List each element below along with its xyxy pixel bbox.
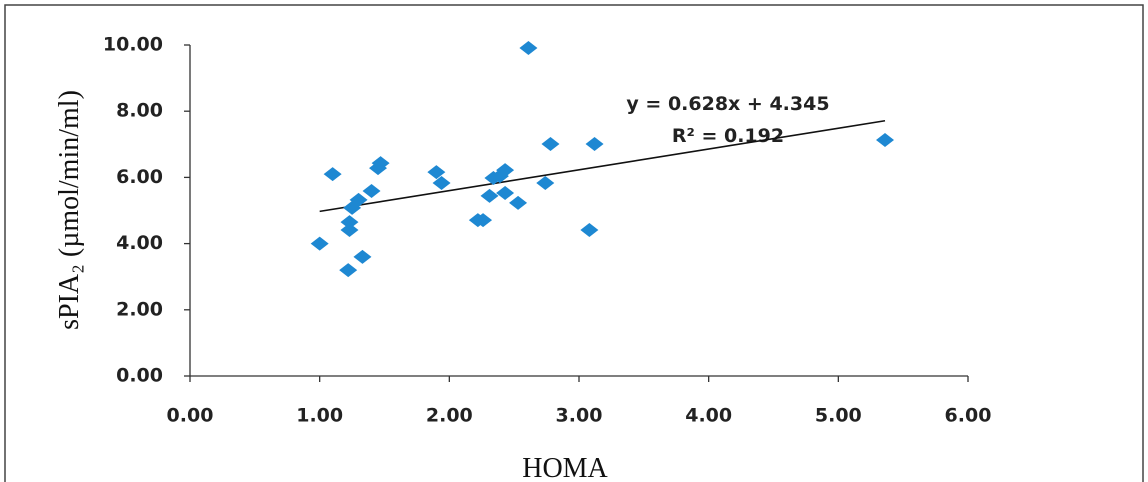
trendline-equation: y = 0.628x + 4.345 — [626, 93, 829, 115]
scatter-point — [480, 188, 499, 203]
y-tick-label: 10.00 — [103, 34, 163, 56]
scatter-point — [876, 132, 895, 147]
frame — [4, 4, 1144, 482]
x-tick-label: 0.00 — [167, 405, 214, 427]
scatter-point — [310, 236, 329, 251]
scatter-point — [371, 156, 390, 171]
x-tick-label: 2.00 — [426, 405, 473, 427]
scatter-point — [353, 249, 372, 264]
scatter-point — [496, 163, 515, 178]
x-tick-label: 5.00 — [815, 405, 862, 427]
scatter-point — [349, 192, 368, 207]
scatter-point — [340, 223, 359, 238]
scatter-point — [427, 165, 446, 180]
r-squared: R² = 0.192 — [672, 125, 784, 147]
scatter-point — [323, 167, 342, 182]
x-axis-label: HOMA — [522, 453, 608, 482]
x-tick-label: 4.00 — [685, 405, 732, 427]
y-tick-label: 6.00 — [116, 166, 163, 188]
scatter-point — [536, 176, 555, 191]
x-tick-label: 3.00 — [556, 405, 603, 427]
scatter-point — [362, 183, 381, 198]
scatter-point — [509, 195, 528, 210]
y-tick-label: 8.00 — [116, 100, 163, 122]
scatter-point — [474, 213, 493, 228]
scatter-point — [541, 136, 560, 151]
y-axis-label: sPIA₂ (µmol/min/ml) — [54, 90, 85, 330]
y-tick-label: 2.00 — [116, 298, 163, 320]
scatter-point — [580, 223, 599, 238]
scatter-point — [339, 263, 358, 278]
x-tick-label: 1.00 — [296, 405, 343, 427]
trendline — [319, 119, 886, 213]
scatter-point — [340, 215, 359, 230]
scatter-point — [496, 185, 515, 200]
y-tick-label: 0.00 — [116, 365, 163, 387]
scatter-point — [432, 176, 451, 191]
scatter-point — [585, 136, 604, 151]
scatter-point — [519, 40, 538, 55]
x-tick-label: 6.00 — [945, 405, 992, 427]
y-tick-label: 4.00 — [116, 232, 163, 254]
